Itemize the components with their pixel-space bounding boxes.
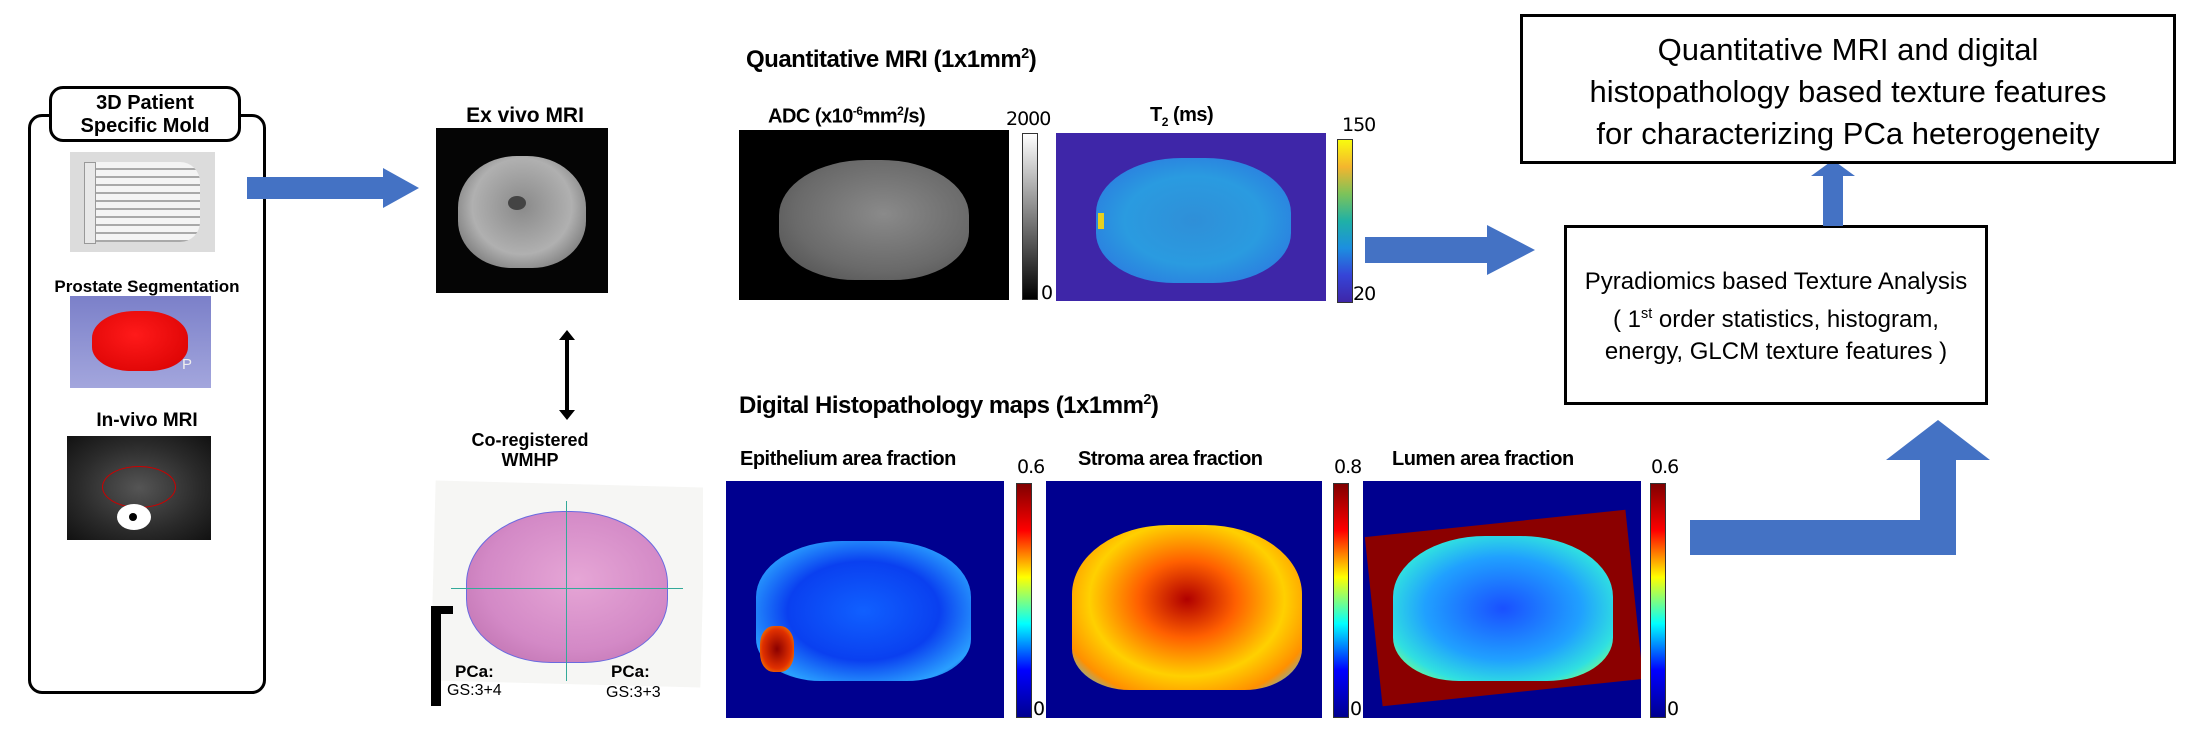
epithelium-map-image <box>726 481 1004 718</box>
t2-map-image <box>1056 133 1326 301</box>
adc-colorbar <box>1022 133 1038 300</box>
analysis-line2-pre: ( 1 <box>1613 306 1642 333</box>
result-line2: histopathology based texture features <box>1589 74 2107 109</box>
lumen-colorbar-min: 0 <box>1667 698 1679 720</box>
arrow-right-icon <box>247 168 419 208</box>
result-line1: Quantitative MRI and digital <box>1657 32 2039 67</box>
adc-map-image <box>739 130 1009 300</box>
wmhp-pca1: PCa: <box>455 662 494 681</box>
analysis-line3: energy, GLCM texture features ) <box>1604 338 1948 365</box>
elbow-arrow-up-icon <box>1690 420 1990 555</box>
result-box: Quantitative MRI and digital histopathol… <box>1520 14 2176 164</box>
exvivo-mri-image <box>436 128 608 293</box>
title-line2: Specific Mold <box>80 115 210 137</box>
t2-label-end: (ms) <box>1167 104 1214 126</box>
wmhp-gs1: GS:3+4 <box>447 682 502 699</box>
adc-label-sup1: -6 <box>852 104 863 118</box>
stroma-map-image <box>1046 481 1322 718</box>
analysis-line1: Pyradiomics based Texture Analysis <box>1584 268 1968 295</box>
t2-colorbar <box>1337 139 1353 303</box>
wmhp-label-line1: Co-registered <box>471 430 589 450</box>
double-arrow-icon <box>559 330 575 420</box>
segmentation-image: P <box>70 296 211 388</box>
stroma-colorbar-max: 0.8 <box>1334 456 1362 478</box>
analysis-line2-sup: st <box>1641 306 1653 322</box>
t2-label-sub: 2 <box>1161 115 1169 129</box>
epithelium-colorbar-min: 0 <box>1033 698 1045 720</box>
invivo-mri-image <box>67 436 211 540</box>
t2-label: T2 (ms) <box>1150 104 1214 129</box>
arrow-right-icon <box>1365 225 1535 275</box>
lumen-colorbar-max: 0.6 <box>1651 456 1679 478</box>
mold-3d-image <box>70 152 215 252</box>
t2-label-pre: T <box>1150 104 1162 126</box>
posterior-marker: P <box>182 356 193 373</box>
exvivo-mri-label: Ex vivo MRI <box>466 104 584 127</box>
histo-title-end: ) <box>1150 392 1159 419</box>
histo-title-sup: 2 <box>1143 392 1151 408</box>
result-line3: for characterizing PCa heterogeneity <box>1596 116 2100 151</box>
lumen-map-image <box>1363 481 1641 718</box>
wmhp-pca2: PCa: <box>611 662 650 681</box>
adc-label-end: /s) <box>903 105 926 128</box>
histo-title-text: Digital Histopathology maps (1x1mm <box>739 392 1144 419</box>
mold-panel-title: 3D Patient Specific Mold <box>49 86 241 142</box>
adc-label: ADC (x10-6mm2/s) <box>768 104 926 129</box>
epithelium-label: Epithelium area fraction <box>740 448 956 470</box>
segmentation-label: Prostate Segmentation <box>54 277 240 296</box>
arrow-up-icon <box>1811 160 1855 226</box>
adc-colorbar-min: 0 <box>1041 282 1053 304</box>
stroma-label: Stroma area fraction <box>1078 448 1263 470</box>
adc-label-sup2: 2 <box>897 104 904 118</box>
quantitative-mri-title: Quantitative MRI (1x1mm2) <box>746 46 1037 74</box>
title-line1: 3D Patient <box>96 92 194 114</box>
t2-colorbar-max: 150 <box>1342 114 1376 136</box>
adc-colorbar-max: 2000 <box>1006 108 1051 130</box>
qmri-title-sup: 2 <box>1021 46 1029 62</box>
wmhp-image: PCa: GS:3+4 PCa: GS:3+3 <box>431 476 703 708</box>
t2-colorbar-min: 20 <box>1353 283 1376 305</box>
analysis-line2-post: order statistics, histogram, <box>1652 306 1939 333</box>
texture-analysis-box: Pyradiomics based Texture Analysis ( 1st… <box>1564 225 1988 405</box>
adc-label-pre: ADC (x10 <box>768 105 853 128</box>
epithelium-colorbar-max: 0.6 <box>1017 456 1045 478</box>
epithelium-colorbar <box>1016 483 1032 718</box>
invivo-mri-label: In-vivo MRI <box>96 410 198 431</box>
lumen-label: Lumen area fraction <box>1392 448 1574 470</box>
histopathology-title: Digital Histopathology maps (1x1mm2) <box>739 392 1159 420</box>
adc-label-mid: mm <box>862 105 898 128</box>
wmhp-label: Co-registered WMHP <box>455 430 605 470</box>
qmri-title-text: Quantitative MRI (1x1mm <box>746 46 1022 73</box>
stroma-colorbar-min: 0 <box>1350 698 1362 720</box>
lumen-colorbar <box>1650 483 1666 718</box>
analysis-line2: ( 1st order statistics, histogram, <box>1567 298 1985 336</box>
wmhp-gs2: GS:3+3 <box>606 684 661 701</box>
wmhp-label-line2: WMHP <box>501 450 559 470</box>
qmri-title-end: ) <box>1028 46 1037 73</box>
stroma-colorbar <box>1333 483 1349 718</box>
